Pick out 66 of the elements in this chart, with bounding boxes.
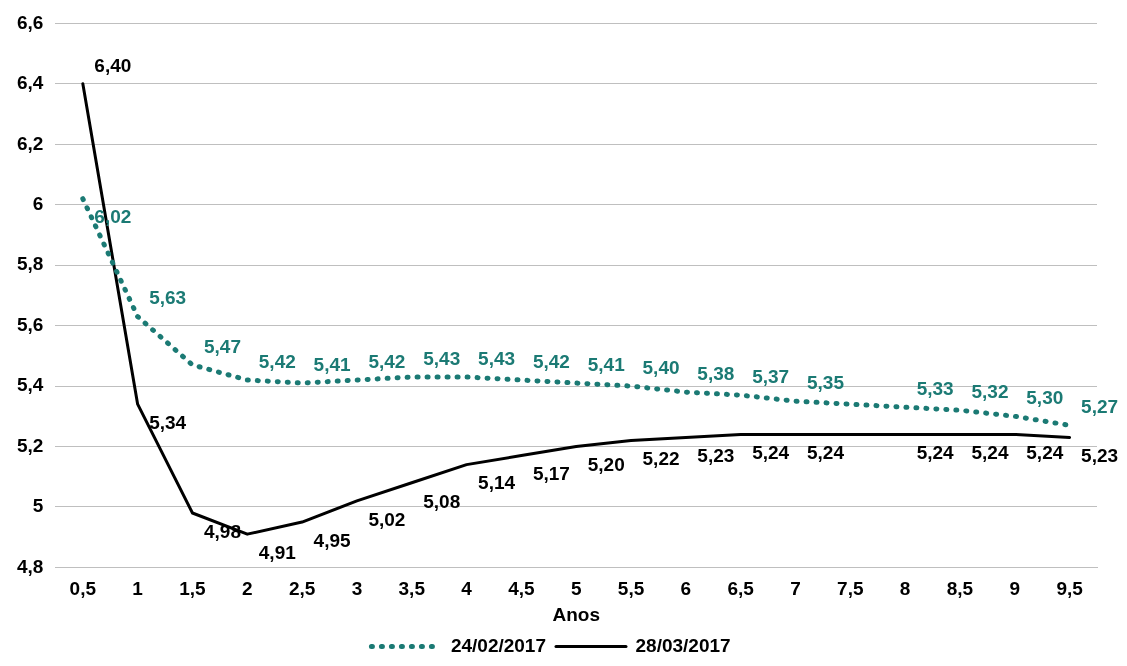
data-label: 5,27 bbox=[1081, 396, 1119, 418]
y-tick-label: 5,8 bbox=[16, 253, 44, 275]
data-label: 5,42 bbox=[258, 350, 296, 372]
y-tick-label: 6,4 bbox=[16, 72, 44, 94]
data-label: 5,20 bbox=[587, 454, 625, 476]
data-label: 5,37 bbox=[752, 365, 790, 387]
data-label: 5,23 bbox=[1081, 445, 1119, 467]
x-tick-label: 7,5 bbox=[837, 578, 864, 600]
x-tick-label: 9,5 bbox=[1056, 578, 1084, 600]
x-tick-label: 5,5 bbox=[617, 578, 645, 600]
data-label: 5,08 bbox=[423, 490, 461, 512]
data-label: 5,42 bbox=[368, 350, 406, 372]
x-tick-label: 1,5 bbox=[179, 578, 207, 600]
data-label: 5,41 bbox=[313, 353, 352, 375]
data-label: 5,42 bbox=[532, 350, 570, 372]
data-label: 5,43 bbox=[423, 347, 461, 369]
y-tick-label: 6,6 bbox=[16, 11, 44, 33]
data-label: 5,43 bbox=[478, 347, 516, 369]
y-tick-label: 5,6 bbox=[16, 313, 44, 335]
data-label: 5,24 bbox=[1026, 442, 1064, 464]
data-label: 5,41 bbox=[587, 353, 626, 375]
x-tick-label: 3,5 bbox=[398, 578, 426, 600]
x-tick-label: 2 bbox=[241, 578, 253, 600]
x-tick-label: 1 bbox=[132, 578, 144, 600]
data-label: 4,91 bbox=[258, 541, 297, 563]
x-tick-label: 0,5 bbox=[69, 578, 97, 600]
data-label: 5,47 bbox=[203, 335, 241, 357]
y-tick-label: 5 bbox=[32, 495, 44, 517]
data-label: 5,14 bbox=[478, 472, 516, 494]
x-tick-label: 7 bbox=[790, 578, 801, 600]
x-tick-label: 9 bbox=[1009, 578, 1021, 600]
x-tick-label: 6 bbox=[680, 578, 692, 600]
x-tick-label: 4,5 bbox=[508, 578, 536, 600]
data-label: 4,95 bbox=[313, 529, 352, 551]
data-label: 5,24 bbox=[752, 442, 790, 464]
legend-label: 28/03/2017 bbox=[635, 634, 731, 656]
x-tick-label: 6,5 bbox=[727, 578, 755, 600]
x-tick-label: 2,5 bbox=[288, 578, 316, 600]
data-label: 5,35 bbox=[807, 371, 845, 393]
data-label: 5,38 bbox=[697, 362, 735, 384]
x-tick-label: 8,5 bbox=[946, 578, 974, 600]
data-label: 5,24 bbox=[916, 442, 955, 464]
data-label: 6,40 bbox=[94, 54, 132, 76]
y-tick-label: 6 bbox=[32, 192, 44, 214]
x-tick-label: 5 bbox=[570, 578, 582, 600]
data-label: 5,22 bbox=[642, 448, 680, 470]
x-tick-label: 8 bbox=[899, 578, 911, 600]
x-axis-title: Anos bbox=[552, 603, 600, 625]
data-label: 5,32 bbox=[971, 380, 1009, 402]
data-label: 5,63 bbox=[149, 287, 187, 309]
y-tick-label: 6,2 bbox=[16, 132, 44, 154]
data-label: 5,17 bbox=[532, 463, 570, 485]
legend-label: 24/02/2017 bbox=[450, 634, 546, 656]
data-label: 5,30 bbox=[1026, 387, 1064, 409]
data-label: 5,24 bbox=[971, 442, 1009, 464]
x-tick-label: 4 bbox=[461, 578, 473, 600]
data-label: 5,23 bbox=[697, 445, 735, 467]
data-label: 5,34 bbox=[149, 411, 187, 433]
data-label: 5,24 bbox=[807, 442, 845, 464]
data-label: 5,40 bbox=[642, 356, 680, 378]
x-tick-label: 3 bbox=[351, 578, 363, 600]
y-tick-label: 4,8 bbox=[16, 555, 44, 577]
y-tick-label: 5,2 bbox=[16, 434, 44, 456]
data-label: 5,02 bbox=[368, 508, 406, 530]
data-label: 5,33 bbox=[916, 377, 954, 399]
y-tick-label: 5,4 bbox=[16, 374, 44, 396]
